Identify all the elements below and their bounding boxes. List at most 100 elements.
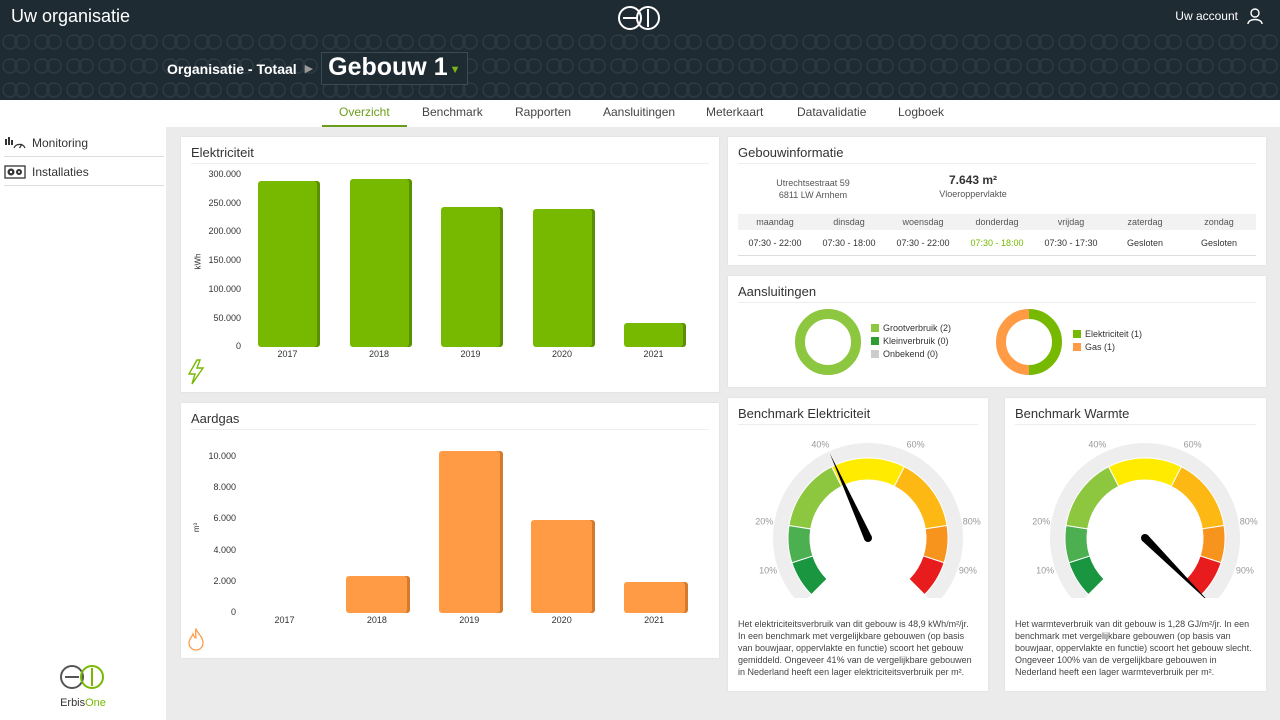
divider [191, 163, 709, 164]
legend-item: Grootverbruik (2) [871, 323, 951, 333]
erbisone-logo-icon [60, 665, 104, 689]
day-header: donderdag [975, 217, 1019, 227]
y-tick-label: 4.000 [213, 544, 236, 555]
installations-icon [4, 164, 26, 179]
benchmark-description: Het warmteverbruik van dit gebouw is 1,2… [1015, 619, 1252, 677]
address-line: Utrechtsestraat 59 [776, 178, 850, 188]
y-tick-label: 50.000 [213, 312, 241, 323]
donut-slice [996, 309, 1030, 375]
bar[interactable] [349, 179, 409, 347]
gauge-label: 40% [811, 439, 829, 449]
legend-item: Elektriciteit (1) [1073, 329, 1142, 339]
y-tick-label: 250.000 [208, 197, 241, 208]
legend-swatch [871, 324, 879, 332]
sidebar-brand-logo: ErbisOne [57, 663, 109, 709]
bar[interactable] [623, 581, 685, 613]
panel-title: Aardgas [191, 411, 240, 426]
legend-swatch [871, 350, 879, 358]
legend-swatch [871, 337, 879, 345]
chevron-right-icon: ▶ [304, 63, 314, 75]
tab-datavalidatie[interactable]: Datavalidatie [797, 105, 867, 119]
tab-rapporten[interactable]: Rapporten [515, 105, 572, 119]
gauge-label: 10% [759, 565, 777, 575]
day-header: zaterdag [1127, 217, 1163, 227]
sidebar-item-monitoring[interactable]: Monitoring [4, 129, 164, 157]
tab-aansluitingen[interactable]: Aansluitingen [603, 105, 676, 119]
connections-panel: Aansluitingen Grootverbruik (2) Kleinver… [728, 276, 1266, 387]
gauge-label: 90% [959, 565, 977, 575]
panel-title: Aansluitingen [738, 284, 817, 299]
tab-benchmark[interactable]: Benchmark [422, 105, 483, 119]
gauge-label: 80% [963, 517, 981, 527]
hours-cell: 07:30 - 22:00 [886, 230, 960, 256]
x-tick-label: 2020 [551, 349, 573, 359]
organisation-title[interactable]: Uw organisatie [11, 6, 131, 26]
y-tick-label: 10.000 [208, 451, 236, 461]
legend-swatch [1073, 343, 1081, 351]
gauge-hub [1141, 534, 1149, 542]
user-icon [1247, 8, 1263, 25]
panel-title: Benchmark Warmte [1015, 406, 1130, 421]
gauge-band [1064, 524, 1091, 564]
donut-slice [1028, 309, 1062, 375]
flame-icon [188, 628, 204, 651]
gauge-needle [1142, 535, 1211, 604]
day-header: vrijdag [1057, 217, 1085, 227]
x-tick-label: 2017 [277, 349, 298, 359]
benchmark-gauge: 0%10%20%40%60%80%90%100% [728, 428, 988, 617]
caret-down-icon: ▼ [449, 63, 461, 76]
erbisone-logo-icon[interactable] [615, 4, 665, 32]
sidebar-item-installaties[interactable]: Installaties [4, 158, 164, 186]
legend-label: Onbekend (0) [883, 349, 939, 359]
panel-title: Benchmark Elektriciteit [738, 406, 871, 421]
tab-logboek[interactable]: Logboek [898, 105, 945, 119]
panel-title: Elektriciteit [191, 145, 254, 160]
gauge-hub [864, 534, 872, 542]
opening-hours-table: maandag dinsdag woensdag donderdag vrijdag za… [738, 214, 1256, 256]
bar[interactable] [624, 323, 683, 347]
hours-cell: 07:30 - 18:00 [960, 230, 1034, 256]
building-info-panel: Gebouwinformatie Utrechtsestraat 59 6811… [728, 137, 1266, 265]
day-header: woensdag [902, 217, 944, 227]
gauge-label: 20% [1032, 517, 1050, 527]
gauge-band [908, 555, 945, 596]
bar[interactable] [346, 575, 408, 613]
breadcrumb-organisation[interactable]: Organisatie - Totaal [167, 60, 297, 77]
tab-overzicht[interactable]: Overzicht [322, 100, 407, 127]
monitoring-icon [5, 136, 26, 148]
gauge-label: 40% [1088, 439, 1106, 449]
x-tick-label: 2018 [368, 349, 390, 359]
account-menu[interactable]: Uw account [1175, 7, 1264, 25]
building-selector[interactable]: Gebouw 1 ▼ [321, 52, 468, 85]
legend-item: Onbekend (0) [871, 349, 938, 359]
x-tick-label: 2020 [551, 615, 572, 625]
y-tick-label: 6.000 [213, 513, 236, 524]
hours-cell: Gesloten [1182, 230, 1256, 256]
bar[interactable] [258, 180, 317, 347]
benchmark-gauge: 0%10%20%40%60%80%90%100% [1005, 428, 1266, 617]
benchmark-description: Het elektriciteitsverbruik van dit gebou… [738, 619, 972, 677]
day-header: maandag [756, 217, 794, 227]
tab-meterkaart[interactable]: Meterkaart [706, 105, 764, 119]
y-tick-label: 0 [230, 607, 236, 617]
bar[interactable] [438, 451, 500, 613]
y-tick-label: 0 [235, 341, 241, 352]
gauge-label: 60% [907, 439, 925, 449]
y-tick-label: 150.000 [208, 255, 241, 266]
panel-title: Gebouwinformatie [738, 145, 844, 160]
breadcrumb: Organisatie - Totaal ▶ Gebouw 1 ▼ [167, 52, 468, 85]
connections-donut-utility [996, 309, 1062, 375]
sidebar-item-label: Installaties [32, 164, 89, 179]
y-tick-label: 300.000 [208, 169, 241, 179]
donut-slice [795, 309, 861, 375]
y-tick-label: 2.000 [213, 575, 236, 586]
legend-item: Gas (1) [1073, 342, 1115, 352]
address: Utrechtsestraat 59 6811 LW Arnhem [728, 177, 898, 201]
bar[interactable] [531, 519, 593, 613]
bar[interactable] [532, 208, 592, 347]
hours-cell: 07:30 - 17:30 [1034, 230, 1108, 256]
y-axis-unit: m³ [192, 522, 202, 533]
x-tick-label: 2019 [459, 615, 480, 625]
x-tick-label: 2018 [366, 615, 387, 625]
bar[interactable] [441, 206, 500, 347]
